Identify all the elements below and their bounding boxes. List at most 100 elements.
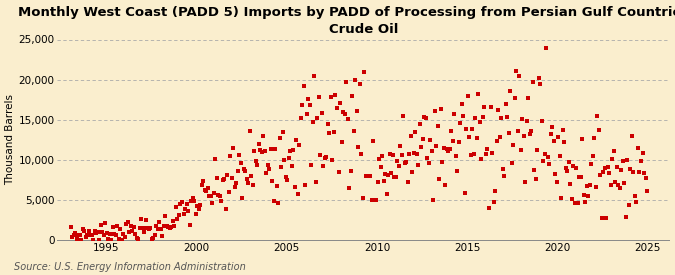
- Point: [460, 191, 470, 196]
- Point: [116, 238, 127, 242]
- Point: [402, 180, 413, 184]
- Point: [324, 130, 335, 135]
- Point: [107, 225, 118, 229]
- Point: [336, 140, 347, 144]
- Point: [495, 116, 506, 120]
- Point: [620, 215, 631, 219]
- Point: [568, 164, 578, 169]
- Point: [431, 144, 441, 148]
- Point: [68, 233, 79, 237]
- Point: [234, 153, 244, 157]
- Point: [231, 181, 242, 185]
- Point: [118, 232, 129, 236]
- Point: [80, 235, 91, 239]
- Point: [363, 174, 374, 178]
- Point: [308, 120, 319, 124]
- Point: [151, 224, 162, 228]
- Point: [144, 226, 155, 231]
- Point: [309, 73, 320, 78]
- Point: [468, 152, 479, 156]
- Point: [374, 157, 385, 161]
- Point: [258, 134, 269, 138]
- Point: [449, 112, 460, 116]
- Point: [462, 94, 473, 98]
- Point: [335, 101, 346, 105]
- Point: [226, 175, 237, 180]
- Point: [284, 156, 294, 160]
- Point: [538, 158, 549, 163]
- Point: [516, 117, 527, 122]
- Point: [554, 154, 565, 158]
- Point: [566, 197, 577, 201]
- Point: [614, 186, 625, 190]
- Point: [194, 203, 205, 207]
- Point: [241, 177, 252, 182]
- Point: [200, 188, 211, 193]
- Point: [429, 109, 440, 114]
- Point: [128, 225, 139, 230]
- Point: [86, 233, 97, 237]
- Point: [512, 128, 523, 133]
- Point: [153, 227, 163, 231]
- Point: [124, 230, 135, 234]
- Point: [572, 201, 583, 206]
- Point: [210, 156, 221, 161]
- Point: [99, 232, 109, 237]
- Point: [395, 144, 406, 148]
- Point: [636, 159, 647, 163]
- Point: [296, 116, 306, 120]
- Point: [232, 169, 243, 173]
- Point: [319, 155, 330, 160]
- Point: [327, 158, 338, 162]
- Point: [280, 174, 291, 179]
- Point: [466, 152, 477, 157]
- Point: [314, 95, 325, 100]
- Point: [146, 237, 157, 242]
- Point: [217, 178, 228, 183]
- Point: [377, 154, 387, 158]
- Point: [127, 229, 138, 233]
- Point: [585, 183, 595, 187]
- Point: [506, 161, 517, 165]
- Point: [312, 116, 323, 120]
- Point: [244, 129, 255, 133]
- Point: [205, 193, 216, 198]
- Point: [220, 207, 231, 211]
- Point: [364, 174, 375, 178]
- Point: [362, 174, 373, 178]
- Point: [161, 223, 172, 228]
- Point: [300, 183, 310, 188]
- Point: [149, 233, 160, 238]
- Point: [159, 224, 169, 228]
- Point: [230, 185, 240, 189]
- Point: [574, 175, 585, 179]
- Point: [604, 170, 615, 175]
- Point: [184, 223, 195, 228]
- Point: [603, 165, 614, 169]
- Point: [618, 159, 628, 163]
- Point: [166, 225, 177, 229]
- Point: [404, 152, 414, 156]
- Point: [252, 163, 263, 167]
- Point: [270, 147, 281, 151]
- Point: [527, 80, 538, 84]
- Point: [473, 92, 484, 97]
- Point: [276, 165, 287, 169]
- Point: [339, 112, 350, 116]
- Point: [202, 185, 213, 190]
- Point: [624, 202, 634, 207]
- Point: [398, 114, 408, 118]
- Point: [416, 145, 427, 150]
- Point: [470, 116, 481, 121]
- Point: [532, 148, 543, 152]
- Point: [106, 238, 117, 242]
- Point: [253, 142, 264, 146]
- Point: [371, 198, 381, 203]
- Point: [608, 149, 619, 153]
- Point: [77, 227, 88, 232]
- Point: [259, 149, 270, 154]
- Point: [571, 166, 582, 170]
- Point: [425, 138, 435, 142]
- Point: [390, 175, 401, 179]
- Point: [570, 201, 580, 205]
